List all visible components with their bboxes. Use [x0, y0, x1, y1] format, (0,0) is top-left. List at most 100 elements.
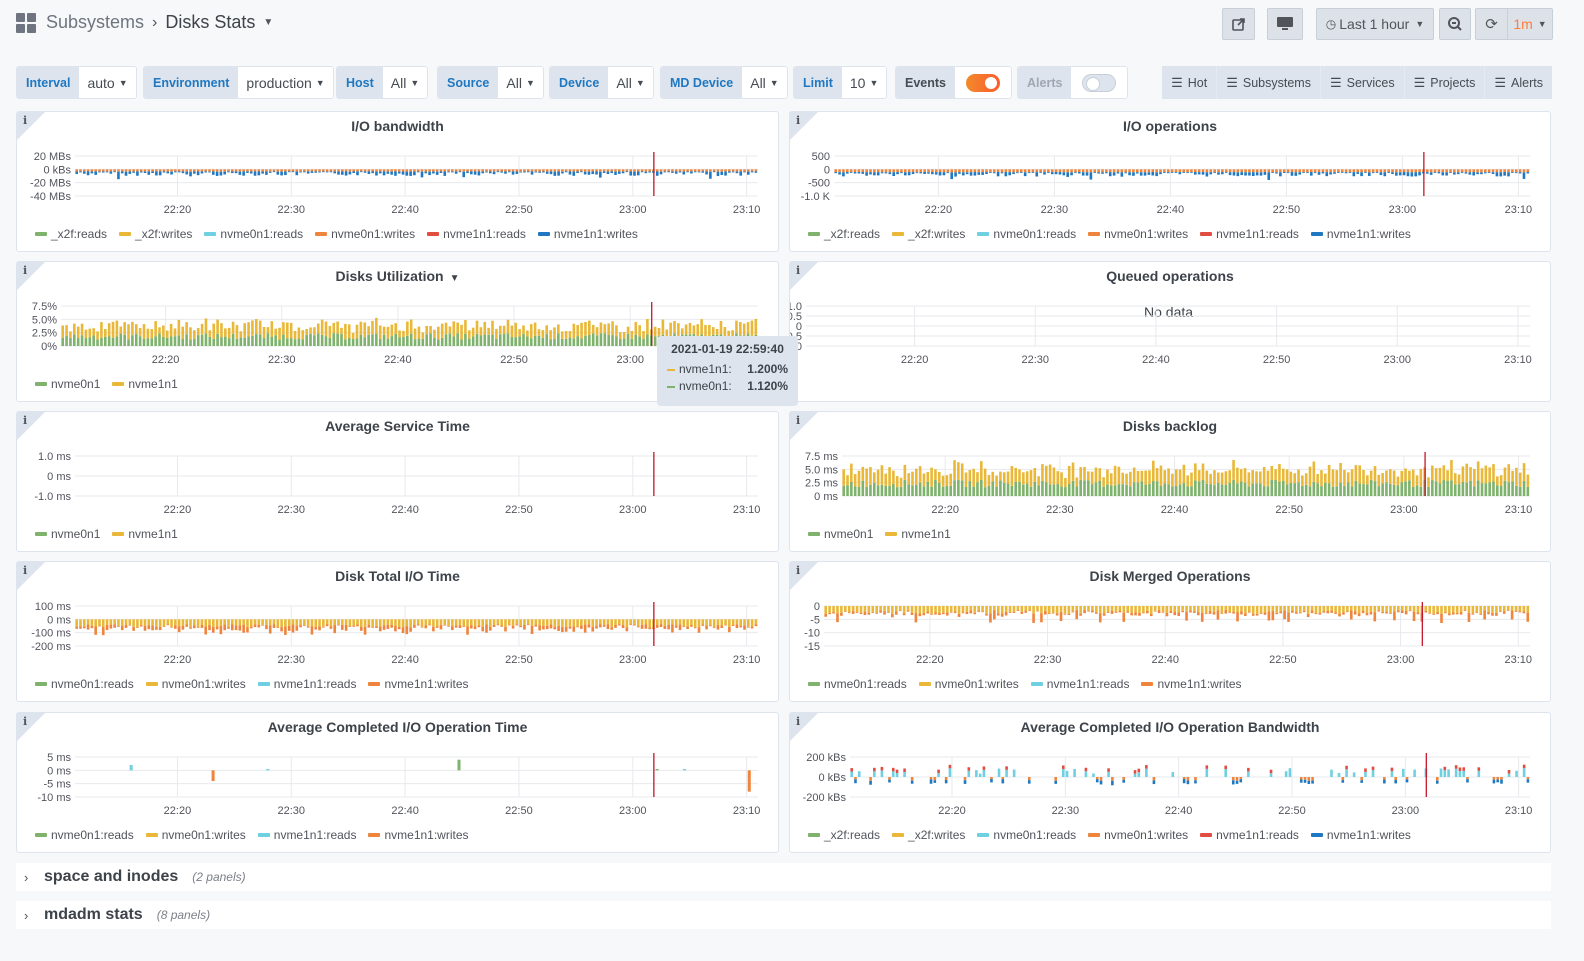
legend-item[interactable]: nvme1n1:writes: [1310, 828, 1411, 842]
panel-disk-total-i-o-time[interactable]: i Disk Total I/O Time 100 ms 0 ms -100 ms -20…: [16, 561, 779, 702]
panel-title[interactable]: Queued operations: [790, 268, 1550, 284]
legend-item[interactable]: nvme0n1:reads: [808, 677, 907, 691]
legend-item[interactable]: _x2f:reads: [808, 828, 880, 842]
caret-down-icon[interactable]: ▼: [263, 17, 274, 28]
events-toggle-switch[interactable]: [966, 73, 1000, 92]
legend-item[interactable]: nvme1n1:reads: [257, 677, 356, 691]
legend-item[interactable]: _x2f:writes: [892, 227, 965, 241]
panel-info-corner[interactable]: [790, 112, 818, 140]
legend-item[interactable]: nvme0n1:writes: [315, 227, 415, 241]
panel-title[interactable]: Average Service Time: [17, 418, 778, 434]
panel-disks-utilization[interactable]: i Disks Utilization ▼ 7.5% 5.0% 2.5% 0% 22:20 22…: [16, 261, 779, 402]
breadcrumb-folder[interactable]: Subsystems: [46, 12, 145, 32]
panel-info-corner[interactable]: [17, 112, 45, 140]
variable-value-select[interactable]: All ▼: [742, 67, 787, 98]
variable-host[interactable]: Host All ▼: [336, 66, 429, 99]
info-icon[interactable]: i: [796, 715, 801, 728]
legend-item[interactable]: nvme0n1: [808, 527, 873, 541]
legend-item[interactable]: _x2f:reads: [808, 227, 880, 241]
panel-title[interactable]: Average Completed I/O Operation Bandwidt…: [790, 719, 1550, 735]
panel-info-corner[interactable]: [790, 713, 818, 741]
info-icon[interactable]: i: [796, 564, 801, 577]
legend-item[interactable]: nvme1n1:reads: [1200, 227, 1299, 241]
panel-title[interactable]: Disks Utilization ▼: [17, 268, 778, 284]
variable-environment[interactable]: Environment production ▼: [143, 66, 334, 99]
info-icon[interactable]: i: [796, 414, 801, 427]
legend-item[interactable]: nvme0n1:writes: [145, 677, 246, 691]
legend-item[interactable]: _x2f:writes: [119, 227, 192, 241]
tv-mode-button[interactable]: [1267, 8, 1303, 40]
legend-item[interactable]: nvme1n1: [885, 527, 951, 541]
alerts-toggle-switch[interactable]: [1082, 73, 1117, 92]
panel-average-completed-i-o-operation-bandwidth[interactable]: i Average Completed I/O Operation Bandwid…: [789, 712, 1551, 853]
legend-item[interactable]: nvme0n1:writes: [918, 677, 1019, 691]
legend-item[interactable]: nvme1n1: [112, 377, 178, 391]
legend-item[interactable]: nvme1n1:reads: [1030, 677, 1129, 691]
panel-average-service-time[interactable]: i Average Service Time 1.0 ms 0 ms -1.0 ms 22…: [16, 411, 779, 552]
dashboard-title[interactable]: Disks Stats: [165, 12, 256, 32]
row-mdadm-stats[interactable]: › mdadm stats (8 panels): [16, 901, 1551, 929]
legend-item[interactable]: nvme0n1: [35, 377, 100, 391]
variable-value-select[interactable]: production ▼: [238, 67, 333, 98]
variable-value-select[interactable]: 10 ▼: [841, 67, 887, 98]
panel-info-corner[interactable]: [17, 412, 45, 440]
panel-info-corner[interactable]: [17, 262, 45, 290]
panel-average-completed-i-o-operation-time[interactable]: i Average Completed I/O Operation Time 5 m…: [16, 712, 779, 853]
panel-info-corner[interactable]: [790, 412, 818, 440]
legend-item[interactable]: nvme1n1: [112, 527, 178, 541]
panel-info-corner[interactable]: [17, 562, 45, 590]
panel-info-corner[interactable]: [790, 562, 818, 590]
dashboards-grid-icon[interactable]: [16, 12, 36, 33]
legend-item[interactable]: nvme1n1:writes: [537, 227, 638, 241]
variable-value-select[interactable]: All ▼: [382, 67, 428, 98]
legend-item[interactable]: nvme1n1:writes: [1310, 227, 1411, 241]
legend-item[interactable]: nvme0n1:writes: [1088, 227, 1188, 241]
legend-item[interactable]: nvme1n1:writes: [1141, 677, 1242, 691]
panel-i-o-bandwidth[interactable]: i I/O bandwidth 20 MBs 0 kBs -20 MBs -40 MBs 2…: [16, 111, 779, 252]
variable-value-select[interactable]: auto ▼: [79, 67, 136, 98]
variable-interval[interactable]: Interval auto ▼: [16, 66, 137, 99]
legend-item[interactable]: nvme0n1:reads: [35, 677, 134, 691]
refresh-button[interactable]: ⟳: [1475, 8, 1507, 40]
link-services[interactable]: ☰ Services: [1321, 66, 1405, 99]
info-icon[interactable]: i: [796, 264, 801, 277]
info-icon[interactable]: i: [23, 414, 28, 427]
legend-item[interactable]: nvme0n1:reads: [977, 227, 1076, 241]
info-icon[interactable]: i: [23, 264, 28, 277]
panel-menu-caret-icon[interactable]: ▼: [449, 273, 460, 284]
legend-item[interactable]: nvme1n1:writes: [368, 828, 469, 842]
panel-title[interactable]: Disk Total I/O Time: [17, 568, 778, 584]
info-icon[interactable]: i: [796, 114, 801, 127]
legend-item[interactable]: nvme1n1:reads: [1200, 828, 1299, 842]
link-hot[interactable]: ☰ Hot: [1162, 66, 1218, 99]
panel-title[interactable]: I/O bandwidth: [17, 118, 778, 134]
variable-value-select[interactable]: All ▼: [498, 67, 543, 98]
link-subsystems[interactable]: ☰ Subsystems: [1217, 66, 1321, 99]
legend-item[interactable]: nvme0n1: [35, 527, 100, 541]
refresh-interval-picker[interactable]: 1m ▼: [1507, 8, 1553, 40]
panel-info-corner[interactable]: [17, 713, 45, 741]
panel-disk-merged-operations[interactable]: i Disk Merged Operations 0 -5 -10 -15 22:20 22:…: [789, 561, 1551, 702]
panel-title[interactable]: Disk Merged Operations: [790, 568, 1550, 584]
zoom-out-button[interactable]: [1439, 8, 1471, 40]
legend-item[interactable]: nvme0n1:reads: [977, 828, 1076, 842]
legend-item[interactable]: nvme0n1:reads: [204, 227, 303, 241]
graph-canvas[interactable]: 1.00.50-0.5-1.022:2022:3022:4022:5023:00…: [790, 262, 1552, 403]
link-alerts[interactable]: ☰ Alerts: [1485, 66, 1552, 99]
legend-item[interactable]: nvme1n1:writes: [368, 677, 469, 691]
legend-item[interactable]: nvme0n1:writes: [145, 828, 246, 842]
variable-md-device[interactable]: MD Device All ▼: [660, 66, 788, 99]
panel-disks-backlog[interactable]: i Disks backlog 7.5 ms 5.0 ms 2.5 ms 0 ms 22:2…: [789, 411, 1551, 552]
panel-title[interactable]: Disks backlog: [790, 418, 1550, 434]
variable-limit[interactable]: Limit 10 ▼: [793, 66, 888, 99]
legend-item[interactable]: nvme0n1:reads: [35, 828, 134, 842]
variable-device[interactable]: Device All ▼: [549, 66, 654, 99]
variable-value-select[interactable]: All ▼: [608, 67, 653, 98]
